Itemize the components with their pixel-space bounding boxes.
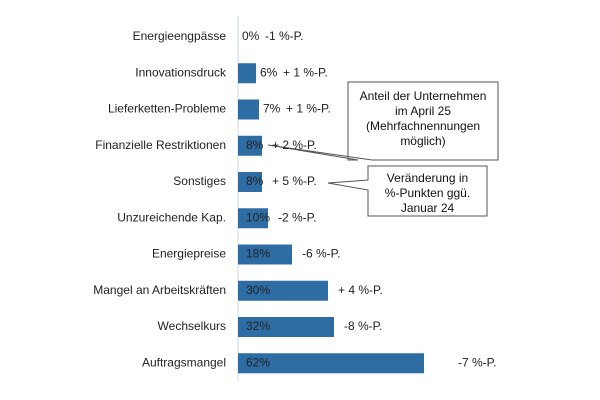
- value-label: 32%: [246, 319, 270, 333]
- bar: [238, 317, 334, 337]
- value-label: 7%: [263, 102, 281, 116]
- change-label: + 4 %-P.: [338, 283, 383, 297]
- category-label: Lieferketten-Probleme: [108, 102, 226, 116]
- change-label: + 2 %-P.: [272, 138, 317, 152]
- bar: [238, 99, 259, 120]
- category-label: Innovationsdruck: [135, 65, 227, 79]
- bar: [238, 135, 262, 156]
- callout-box: [327, 165, 488, 217]
- bar: [238, 353, 424, 374]
- change-label: + 1 %-P.: [283, 65, 328, 79]
- change-label: + 5 %-P.: [272, 174, 317, 188]
- category-label: Wechselkurs: [158, 319, 226, 333]
- callout-text: (Mehrfachnennungen: [366, 119, 480, 133]
- bar: [238, 63, 256, 84]
- callout-text: Anteil der Unternehmen: [360, 89, 487, 103]
- callout-text: im April 25: [395, 104, 451, 118]
- value-label: 0%: [242, 29, 260, 43]
- bar: [238, 244, 292, 265]
- category-label: Mangel an Arbeitskräften: [93, 283, 226, 297]
- category-label: Sonstiges: [173, 174, 226, 188]
- callout-text: %-Punkten ggü.: [385, 186, 470, 200]
- callout-text: möglich): [400, 134, 445, 148]
- change-label: -8 %-P.: [344, 319, 382, 333]
- value-label: 8%: [246, 174, 264, 188]
- change-label: + 1 %-P.: [286, 102, 331, 116]
- category-label: Unzureichende Kap.: [117, 210, 226, 224]
- change-label: -1 %-P.: [265, 29, 303, 43]
- callout-box: [267, 81, 499, 161]
- value-label: 6%: [260, 65, 278, 79]
- value-label: 30%: [246, 283, 270, 297]
- callout-text: Veränderung in: [387, 171, 468, 185]
- category-label: Auftragsmangel: [142, 355, 226, 369]
- category-label: Finanzielle Restriktionen: [95, 138, 226, 152]
- change-label: -2 %-P.: [278, 210, 316, 224]
- bar: [238, 208, 268, 229]
- category-label: Energieengpässe: [133, 29, 227, 43]
- category-label: Energiepreise: [152, 247, 226, 261]
- change-label: -6 %-P.: [302, 247, 340, 261]
- value-label: 18%: [246, 247, 270, 261]
- bar: [238, 172, 262, 192]
- value-label: 8%: [246, 138, 264, 152]
- bar: [238, 280, 328, 301]
- value-label: 62%: [246, 355, 270, 369]
- value-label: 10%: [246, 210, 270, 224]
- change-label: -7 %-P.: [458, 355, 496, 369]
- callout-text: Januar 24: [401, 201, 455, 215]
